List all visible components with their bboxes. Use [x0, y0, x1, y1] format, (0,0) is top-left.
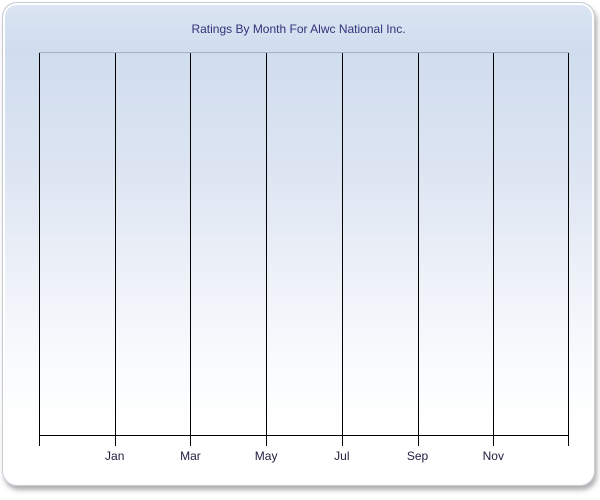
x-axis-tick-label: May — [254, 449, 278, 463]
x-axis-tick-label: Sep — [406, 449, 429, 463]
x-gridline — [568, 53, 569, 446]
x-axis-line — [39, 435, 569, 436]
plot-area: Jan Mar May Jul Sep Nov — [39, 52, 569, 463]
x-axis-tick-label: Mar — [180, 449, 201, 463]
x-gridline — [114, 53, 116, 446]
chart-window: Ratings By Month For Alwc National Inc. … — [2, 2, 595, 486]
x-gridline — [266, 53, 268, 446]
x-axis-tick-label: Jan — [105, 449, 125, 463]
x-gridline — [341, 53, 343, 446]
x-gridline — [190, 53, 192, 446]
x-axis: Jan Mar May Jul Sep Nov — [39, 449, 569, 465]
x-axis-tick-label: Jul — [334, 449, 350, 463]
x-axis-tick-label: Nov — [482, 449, 504, 463]
chart-title: Ratings By Month For Alwc National Inc. — [191, 22, 406, 36]
x-gridline — [493, 53, 495, 446]
x-gridline — [417, 53, 419, 446]
x-gridline — [39, 53, 40, 446]
